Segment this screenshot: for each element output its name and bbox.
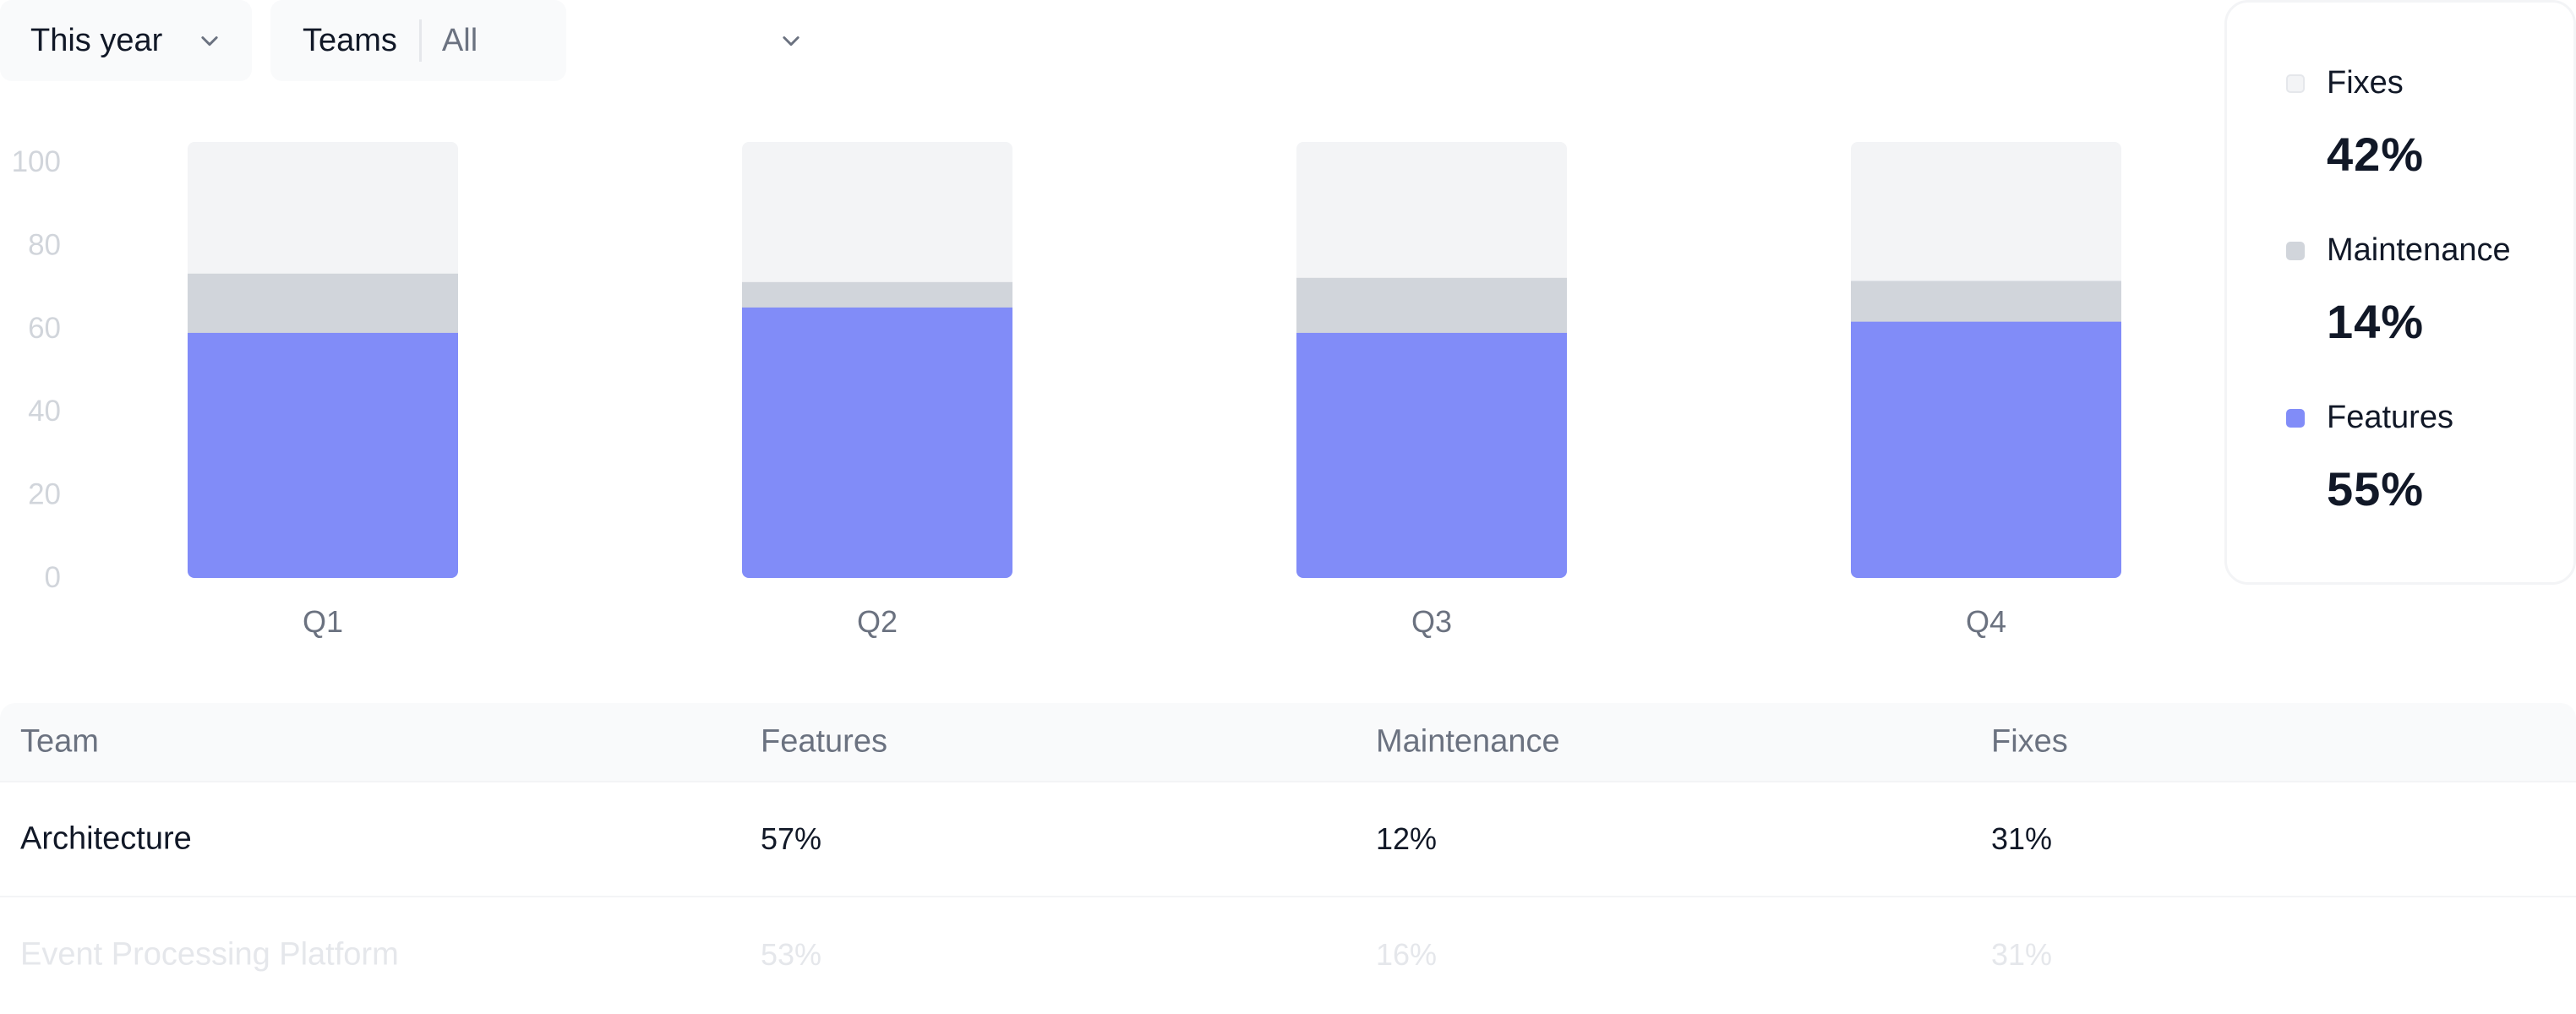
fixes-value: 31% [1991,821,2053,856]
y-tick-label: 100 [12,145,61,178]
legend-item-fixes: Fixes 42% [2286,65,2424,182]
column-header-features[interactable]: Features [761,723,887,760]
bar-segment-maintenance[interactable] [1296,277,1567,333]
team-breakdown-table: Team Features Maintenance Fixes Architec… [0,703,2576,1012]
teams-filter[interactable]: Teams All [270,0,800,81]
y-tick-label: 60 [28,312,61,345]
legend-value: 55% [2327,462,2425,515]
legend-item-maintenance: Maintenance 14% [2286,232,2511,349]
bar-segment-maintenance[interactable] [742,281,1012,308]
maintenance-value: 12% [1376,821,1438,856]
column-header-maintenance[interactable]: Maintenance [1376,723,1560,760]
table-row[interactable]: Architecture 57% 12% 31% [0,782,2576,897]
bar-segment-fixes[interactable] [1296,142,1567,278]
features-value: 53% [761,937,822,972]
bar-segment-maintenance[interactable] [188,273,458,333]
bar-segment-fixes[interactable] [188,142,458,274]
x-tick-label: Q2 [857,604,898,639]
legend-label: Fixes [2327,65,2404,101]
legend-swatch [2286,241,2305,260]
bar-segment-features[interactable] [188,332,458,578]
features-value: 57% [761,821,822,856]
bar-stack-q2[interactable] [742,142,1012,579]
bar-segment-fixes[interactable] [1851,142,2121,281]
period-filter[interactable]: This year [0,0,252,81]
legend-label: Features [2327,400,2453,435]
team-name: Architecture [20,820,192,857]
legend-item-features: Features 55% [2286,400,2453,516]
fixes-value: 31% [1991,937,2053,972]
period-filter-label: This year [30,22,163,58]
x-tick-label: Q1 [303,604,343,639]
column-header-fixes[interactable]: Fixes [1991,723,2068,760]
legend-value: 42% [2327,128,2425,181]
column-header-team[interactable]: Team [20,723,99,760]
teams-filter-label: Teams [303,22,397,58]
bar-segment-features[interactable] [1296,332,1567,578]
maintenance-value: 16% [1376,937,1438,972]
table-header: Team Features Maintenance Fixes [0,703,2576,782]
team-name: Event Processing Platform [20,936,399,973]
filter-divider [418,19,422,62]
bar-stack-q1[interactable] [188,142,458,579]
bar-segment-maintenance[interactable] [1851,280,2121,322]
legend-swatch [2286,408,2305,428]
bar-stack-q3[interactable] [1296,142,1567,579]
bar-segment-features[interactable] [1851,321,2121,578]
bar-stack-q4[interactable] [1851,142,2121,579]
legend-value: 14% [2327,295,2425,348]
legend-card: Fixes 42% Maintenance 14% Features 55% [2224,0,2576,585]
legend-swatch [2286,74,2305,93]
y-tick-label: 40 [28,395,61,428]
y-tick-label: 20 [28,478,61,511]
table-row[interactable]: Event Processing Platform 53% 16% 31% [0,897,2576,1012]
chevron-down-icon [193,24,226,57]
stacked-bar-chart: 0 20 40 60 80 100 Q1 Q2 Q3 Q4 [12,142,2121,639]
y-tick-label: 0 [45,561,61,594]
legend-label: Maintenance [2327,232,2511,268]
chevron-down-icon [774,24,808,57]
bar-segment-fixes[interactable] [742,142,1012,282]
teams-filter-value: All [441,22,478,58]
x-tick-label: Q3 [1411,604,1452,639]
x-tick-label: Q4 [1966,604,2006,639]
bar-segment-features[interactable] [742,307,1012,578]
y-tick-label: 80 [28,228,61,261]
